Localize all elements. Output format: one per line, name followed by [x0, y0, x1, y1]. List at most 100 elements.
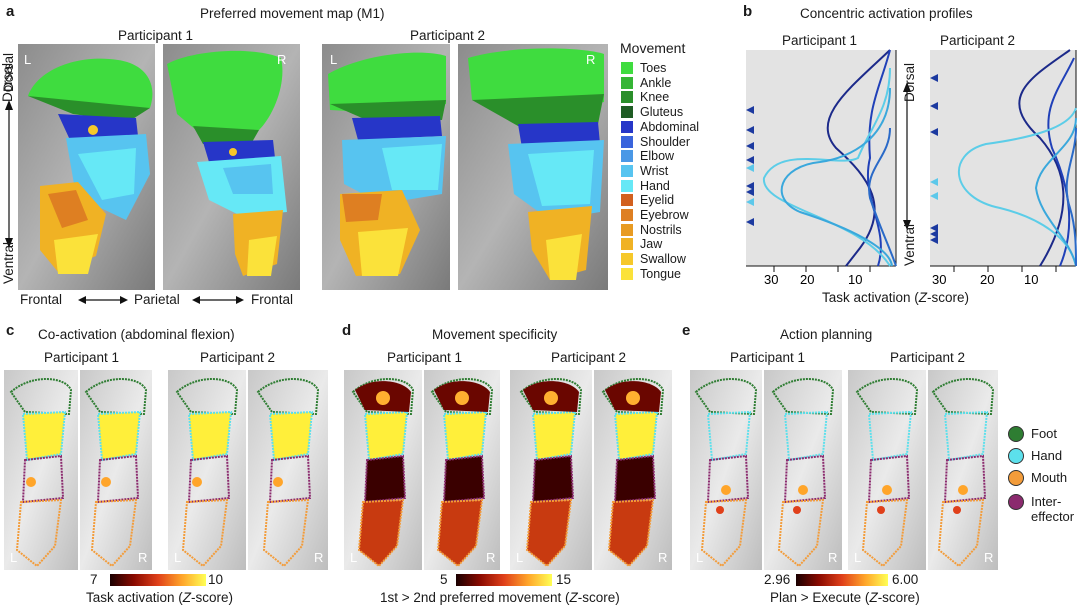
panel-c-title: Co-activation (abdominal flexion) — [38, 327, 235, 342]
panel-c-cbar-min: 7 — [90, 572, 98, 587]
parietal-label: Parietal — [134, 292, 180, 307]
panel-d-cbar-max: 15 — [556, 572, 572, 587]
brain-strip-d-4: L — [344, 370, 422, 570]
panel-b-profiles: 30 20 10 30 20 10 — [746, 49, 1077, 287]
panel-a-participant-1: Participant 1 — [118, 28, 194, 43]
roi-label: Inter- effector — [1031, 494, 1075, 524]
movement-legend-item: Knee — [621, 90, 669, 104]
strip-hemi-label: R — [138, 550, 147, 565]
legend-swatch — [621, 179, 633, 192]
p2-right-map: R — [458, 44, 608, 290]
legend-swatch — [621, 267, 633, 280]
e-caption-z: Z — [869, 590, 878, 605]
panel-b-dorsal-label: Dorsal — [902, 62, 917, 102]
b-xlabel-z: Z — [918, 290, 928, 305]
roi-dot — [1008, 494, 1024, 510]
legend-label: Eyelid — [640, 193, 675, 208]
strip-hemi-label: L — [854, 550, 861, 565]
legend-label: Jaw — [640, 237, 663, 252]
brain-strip-d-6: L — [510, 370, 592, 570]
legend-label: Eyebrow — [640, 208, 689, 222]
b-xlabel-prefix: Task activation ( — [822, 290, 919, 305]
legend-swatch — [621, 150, 633, 163]
movement-legend-item: Gluteus — [621, 105, 683, 119]
panel-d-title: Movement specificity — [432, 327, 558, 342]
legend-swatch — [621, 106, 633, 119]
brain-strip-c-0: L — [4, 370, 78, 570]
legend-swatch — [621, 120, 633, 133]
b-xlabel-suffix: -score) — [927, 290, 970, 305]
panel-b-participant-1: Participant 1 — [782, 33, 858, 48]
panel-c-participant-1: Participant 1 — [44, 350, 120, 365]
panel-b-xlabel: Task activation (Z-score) — [822, 290, 969, 305]
panel-a-title: Preferred movement map (M1) — [200, 6, 385, 21]
panel-c-participant-2: Participant 2 — [200, 350, 276, 365]
panel-e-cbar-max: 6.00 — [892, 572, 919, 587]
panel-c-label: c — [6, 322, 15, 339]
legend-label: Elbow — [640, 149, 675, 164]
legend-swatch — [621, 194, 633, 207]
legend-label: Wrist — [640, 163, 669, 178]
d-caption-suffix: -score) — [577, 590, 620, 605]
strip-hemi-label: L — [10, 550, 17, 565]
frontal-parietal-arrows — [78, 296, 244, 304]
movement-legend-item: Abdominal — [621, 120, 699, 134]
panel-b-participant-2: Participant 2 — [940, 33, 1016, 48]
movement-legend-item: Eyelid — [621, 193, 674, 207]
legend-label: Hand — [640, 178, 670, 193]
panel-c-cbar-max: 10 — [208, 572, 224, 587]
e-caption-suffix: -score) — [877, 590, 920, 605]
movement-legend-item: Tongue — [621, 267, 681, 281]
brain-strip-e-9: R — [764, 370, 842, 570]
panel-b-ventral-wrap: Ventral — [902, 216, 920, 276]
roi-dot — [1008, 448, 1024, 464]
b-p2-tick-30: 30 — [932, 272, 946, 287]
panel-e-label: e — [682, 322, 691, 339]
panel-e-participant-2: Participant 2 — [890, 350, 966, 365]
legend-label: Ankle — [640, 75, 672, 90]
strip-hemi-label: R — [658, 550, 667, 565]
roi-legend-item: Hand — [1008, 448, 1062, 464]
panel-a-brain-maps: L R L R — [18, 44, 608, 290]
panel-e-cbar-min: 2.96 — [764, 572, 791, 587]
brain-strip-e-8: L — [690, 370, 762, 570]
b-p2-tick-10: 10 — [1024, 272, 1038, 287]
roi-legend-item: Inter- effector — [1008, 494, 1074, 524]
p1-right-hemi: R — [277, 52, 286, 67]
panel-e-title: Action planning — [780, 327, 873, 342]
brain-strip-c-1: R — [80, 370, 152, 570]
movement-legend-item: Wrist — [621, 164, 668, 178]
roi-legend-item: Foot — [1008, 426, 1057, 442]
strip-hemi-label: R — [828, 550, 837, 565]
p1-right-map: R — [163, 44, 300, 290]
strip-hemi-label: R — [984, 550, 993, 565]
brain-strip-c-3: R — [248, 370, 328, 570]
b-p1-tick-10: 10 — [848, 272, 862, 287]
panel-b-label: b — [743, 3, 753, 20]
legend-label: Swallow — [640, 252, 686, 267]
p2-left-map: L — [322, 44, 450, 290]
legend-swatch — [621, 238, 633, 251]
legend-swatch — [621, 164, 633, 177]
movement-legend-title: Movement — [620, 40, 686, 56]
d-caption-prefix: 1st > 2nd preferred movement ( — [380, 590, 570, 605]
p2-right-hemi: R — [586, 52, 595, 67]
movement-legend-item: Elbow — [621, 149, 674, 163]
brain-strip-d-7: R — [594, 370, 672, 570]
legend-label: Shoulder — [640, 134, 691, 149]
roi-legend-item: Mouth — [1008, 470, 1067, 486]
movement-legend-item: Ankle — [621, 76, 671, 90]
movement-legend-item: Toes — [621, 61, 666, 75]
movement-legend-item: Eyebrow — [621, 208, 689, 222]
brain-strip-e-10: L — [848, 370, 926, 570]
legend-label: Gluteus — [640, 105, 684, 120]
b-p2-tick-20: 20 — [980, 272, 994, 287]
movement-legend-item: Jaw — [621, 237, 662, 251]
panel-d-participant-2: Participant 2 — [551, 350, 627, 365]
movement-legend-item: Swallow — [621, 252, 686, 266]
strip-hemi-label: R — [314, 550, 323, 565]
panel-a-ventral-wrap: Ventral — [1, 232, 19, 292]
roi-label: Hand — [1031, 448, 1063, 463]
legend-label: Tongue — [640, 266, 682, 281]
roi-label: Mouth — [1031, 470, 1068, 485]
